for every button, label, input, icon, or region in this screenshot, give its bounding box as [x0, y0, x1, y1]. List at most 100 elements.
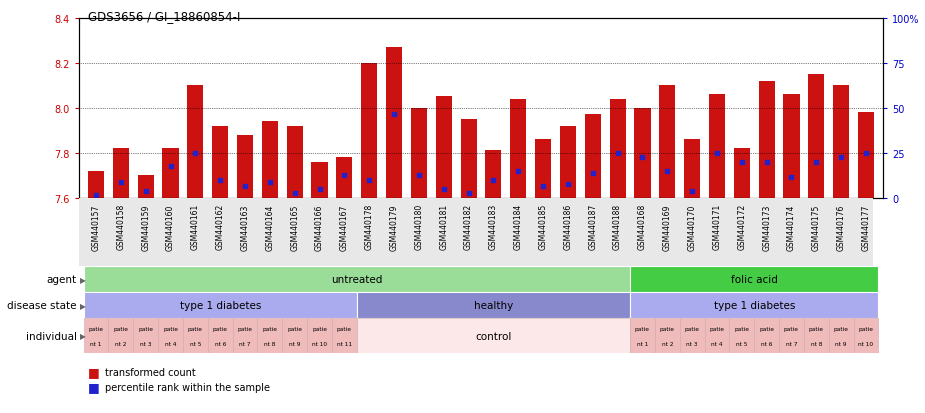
Text: patie: patie — [759, 326, 774, 331]
Text: GSM440168: GSM440168 — [638, 204, 647, 250]
Text: nt 10: nt 10 — [312, 341, 327, 346]
Text: patie: patie — [138, 326, 154, 331]
Text: nt 5: nt 5 — [190, 341, 201, 346]
Bar — [208, 318, 232, 354]
Text: GSM440164: GSM440164 — [265, 204, 275, 250]
Text: patie: patie — [312, 326, 327, 331]
Text: nt 5: nt 5 — [736, 341, 747, 346]
Bar — [779, 318, 804, 354]
Text: healthy: healthy — [474, 300, 513, 311]
Text: patie: patie — [213, 326, 228, 331]
Text: agent: agent — [46, 274, 77, 285]
Text: GSM440170: GSM440170 — [687, 204, 697, 250]
Text: GSM440174: GSM440174 — [787, 204, 796, 250]
Text: patie: patie — [114, 326, 129, 331]
Text: nt 2: nt 2 — [115, 341, 127, 346]
Bar — [357, 318, 630, 354]
Text: nt 9: nt 9 — [289, 341, 301, 346]
Bar — [257, 318, 282, 354]
Bar — [411, 109, 427, 198]
Bar — [312, 162, 327, 198]
Text: ▶: ▶ — [80, 301, 85, 310]
Bar — [212, 126, 228, 198]
Text: nt 3: nt 3 — [140, 341, 152, 346]
Bar — [560, 126, 576, 198]
Text: GSM440183: GSM440183 — [489, 204, 498, 250]
Text: GSM440159: GSM440159 — [142, 204, 150, 250]
Bar — [730, 318, 754, 354]
Bar — [108, 318, 133, 354]
Text: GSM440157: GSM440157 — [92, 204, 101, 250]
Text: GSM440162: GSM440162 — [216, 204, 225, 250]
Bar — [535, 140, 551, 198]
Bar — [307, 318, 332, 354]
Bar — [436, 97, 451, 198]
Text: nt 7: nt 7 — [240, 341, 251, 346]
Bar — [630, 292, 879, 318]
Text: nt 6: nt 6 — [761, 341, 772, 346]
Text: patie: patie — [833, 326, 848, 331]
Text: GSM440175: GSM440175 — [812, 204, 820, 250]
Text: patie: patie — [784, 326, 799, 331]
Text: folic acid: folic acid — [731, 274, 778, 285]
Text: percentile rank within the sample: percentile rank within the sample — [105, 382, 269, 392]
Text: GSM440177: GSM440177 — [861, 204, 870, 250]
Text: patie: patie — [163, 326, 178, 331]
Text: patie: patie — [660, 326, 674, 331]
Bar — [262, 122, 278, 198]
Text: GSM440158: GSM440158 — [117, 204, 126, 250]
Text: GSM440186: GSM440186 — [563, 204, 573, 250]
Bar — [83, 292, 357, 318]
Bar — [857, 113, 874, 198]
Text: ▶: ▶ — [80, 275, 85, 284]
Text: nt 8: nt 8 — [810, 341, 822, 346]
Bar — [684, 140, 700, 198]
Text: nt 3: nt 3 — [686, 341, 697, 346]
Text: GSM440185: GSM440185 — [538, 204, 548, 250]
Text: GSM440160: GSM440160 — [166, 204, 175, 250]
Bar — [511, 100, 526, 198]
Bar — [854, 318, 879, 354]
Text: GSM440182: GSM440182 — [464, 204, 473, 250]
Text: nt 8: nt 8 — [265, 341, 276, 346]
Bar — [734, 149, 750, 198]
Text: patie: patie — [89, 326, 104, 331]
Text: GSM440184: GSM440184 — [513, 204, 523, 250]
Bar — [158, 318, 183, 354]
Bar — [133, 318, 158, 354]
Text: patie: patie — [635, 326, 650, 331]
Text: GSM440179: GSM440179 — [389, 204, 399, 250]
Bar — [386, 48, 402, 198]
Bar — [357, 292, 630, 318]
Text: nt 2: nt 2 — [661, 341, 673, 346]
Text: ■: ■ — [88, 366, 104, 379]
Bar — [113, 149, 129, 198]
Bar — [758, 81, 775, 198]
Text: GSM440180: GSM440180 — [414, 204, 424, 250]
Bar — [237, 135, 253, 198]
Bar — [187, 86, 204, 198]
Bar — [610, 100, 625, 198]
Text: patie: patie — [238, 326, 253, 331]
Text: GSM440163: GSM440163 — [240, 204, 250, 250]
Bar — [287, 126, 302, 198]
Bar — [635, 109, 650, 198]
Bar — [163, 149, 179, 198]
Text: untreated: untreated — [331, 274, 383, 285]
Text: nt 9: nt 9 — [835, 341, 847, 346]
Text: patie: patie — [709, 326, 724, 331]
Bar — [680, 318, 705, 354]
Bar — [709, 95, 725, 198]
Bar — [83, 266, 630, 292]
Bar — [486, 151, 501, 198]
Text: GSM440167: GSM440167 — [339, 204, 349, 250]
Text: nt 7: nt 7 — [785, 341, 797, 346]
Bar — [804, 318, 829, 354]
Text: GSM440169: GSM440169 — [663, 204, 672, 250]
Bar — [754, 318, 779, 354]
Text: patie: patie — [263, 326, 278, 331]
Bar — [829, 318, 854, 354]
Text: nt 4: nt 4 — [711, 341, 722, 346]
Text: control: control — [475, 331, 512, 341]
Text: transformed count: transformed count — [105, 367, 195, 377]
